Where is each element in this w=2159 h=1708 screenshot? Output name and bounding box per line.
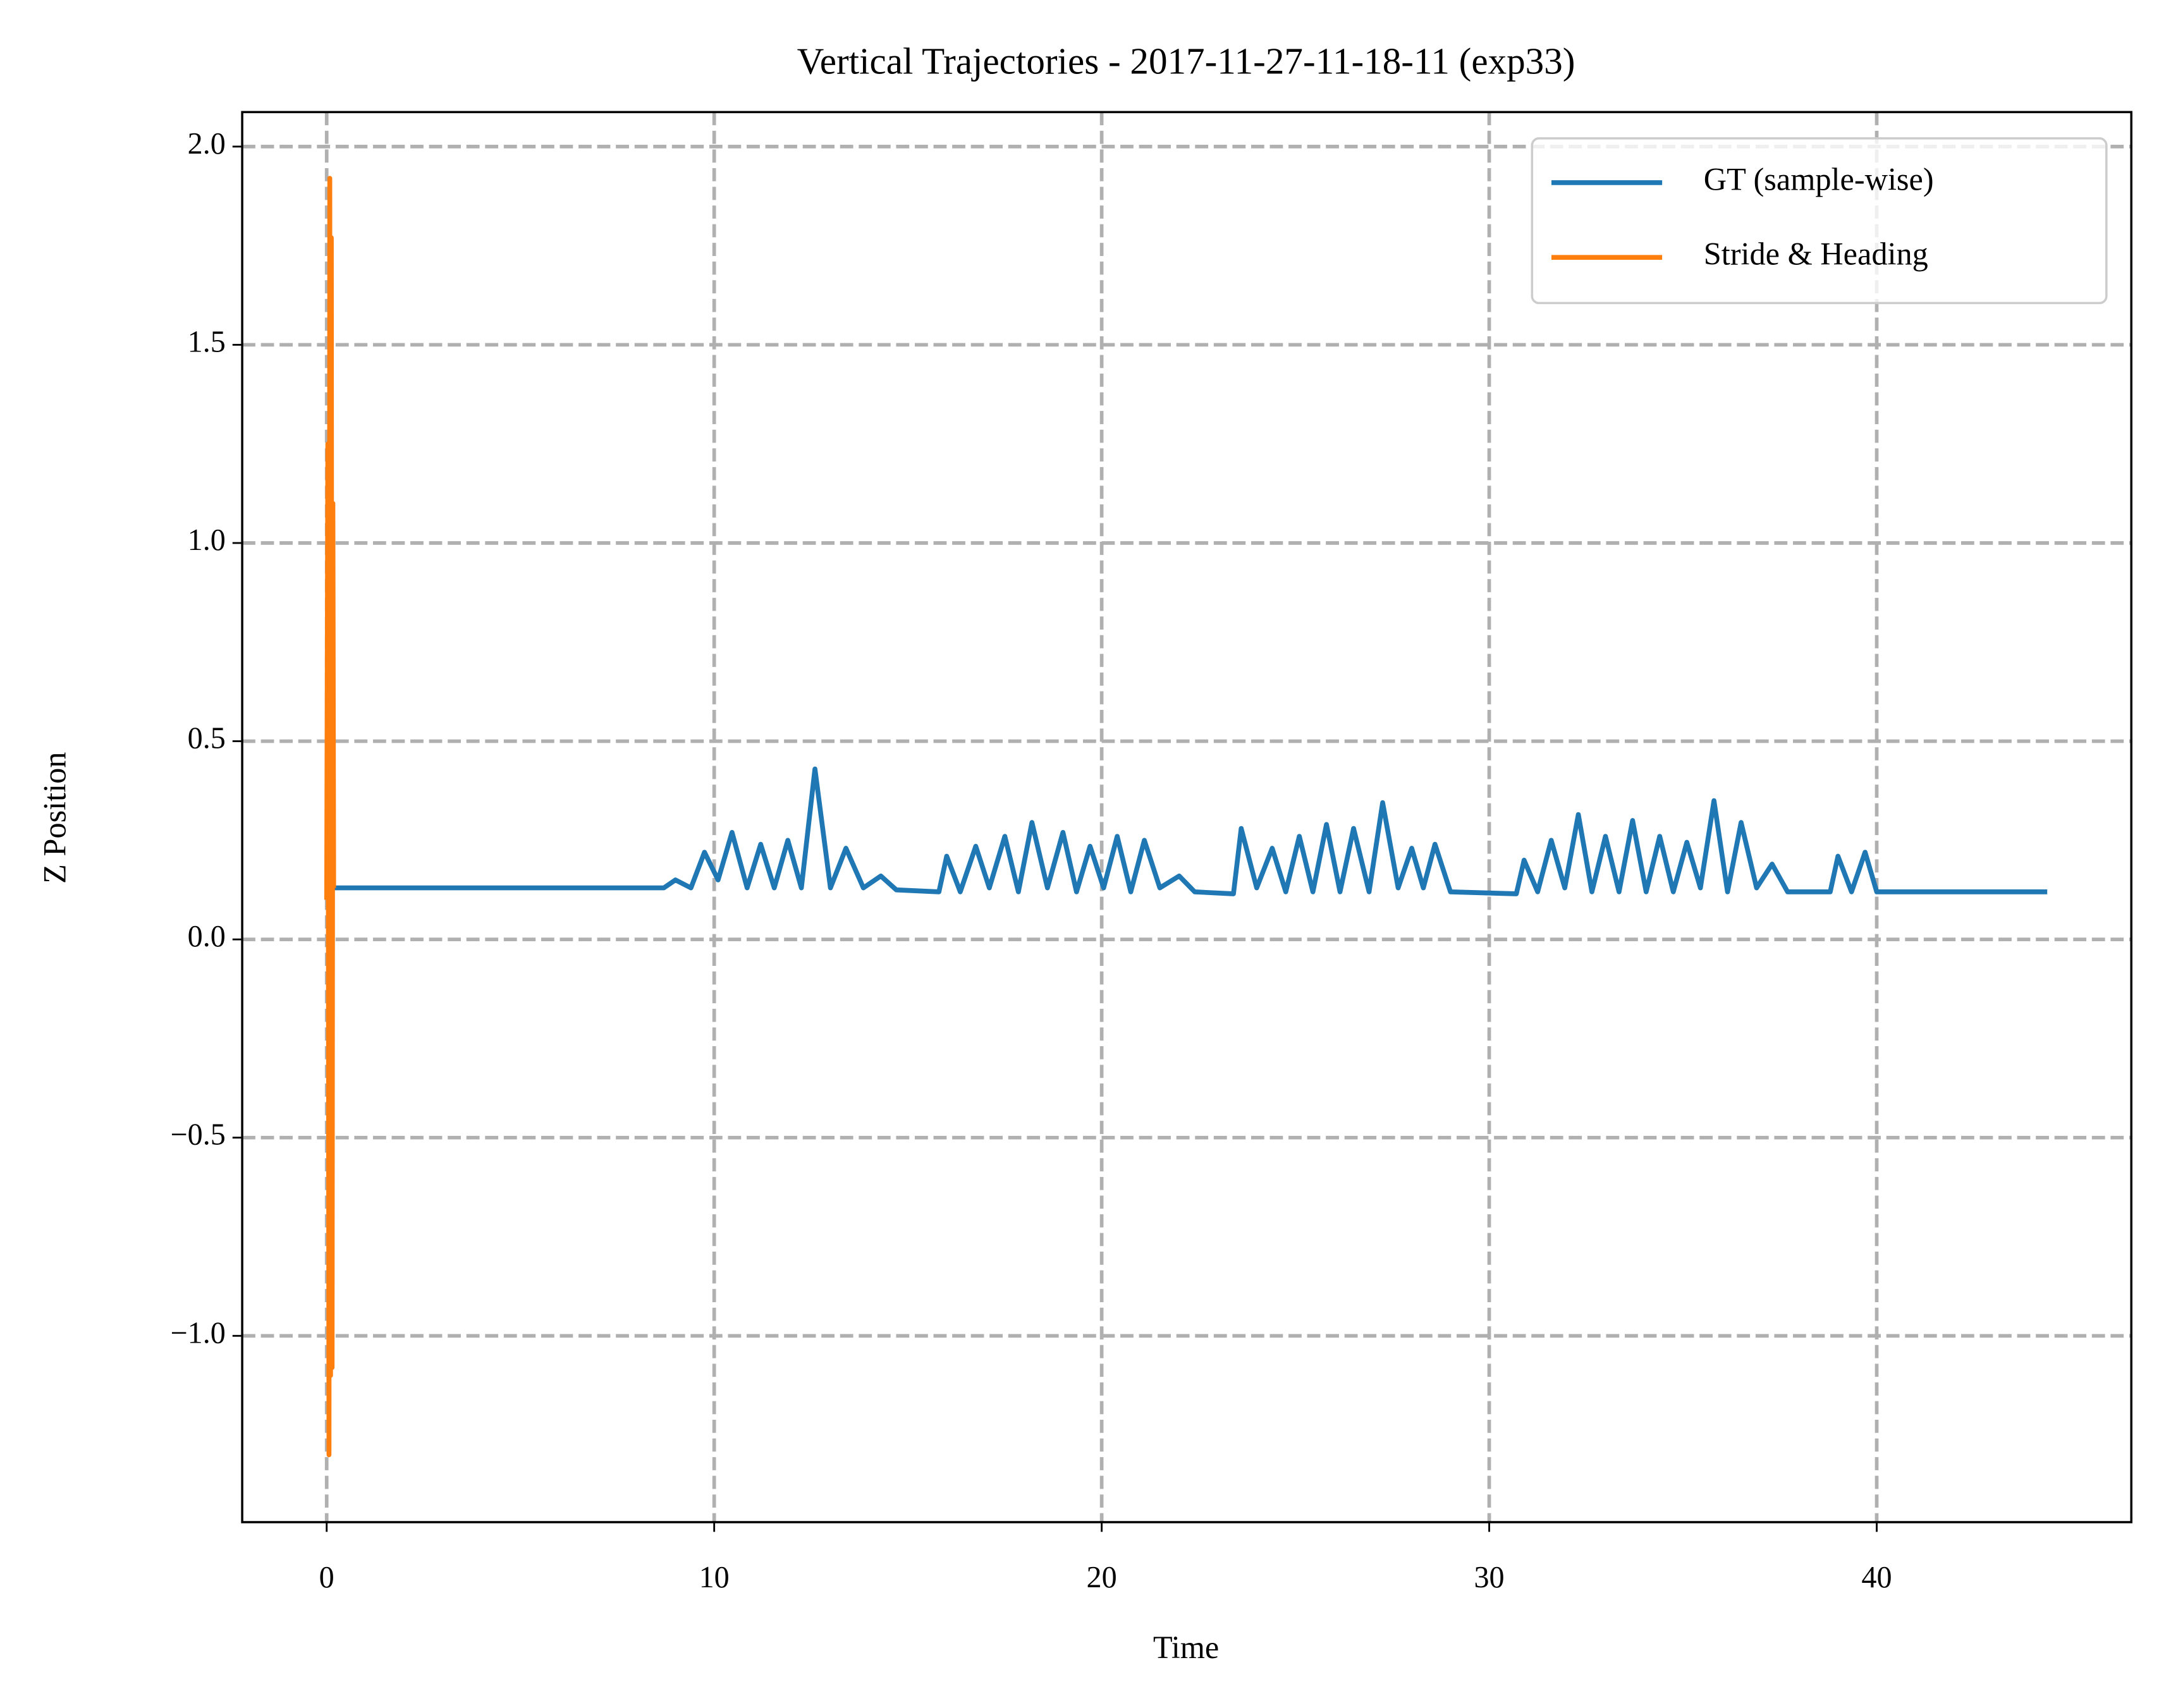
y-tick-label: 1.5	[188, 325, 226, 358]
axes-frame	[241, 111, 2132, 1523]
chart-title: Vertical Trajectories - 2017-11-27-11-18…	[797, 40, 1575, 82]
y-tick-label: −0.5	[170, 1118, 225, 1152]
x-tick-label: 40	[1861, 1561, 1892, 1594]
y-axis-label: Z Position	[37, 752, 72, 884]
x-tick-label: 0	[319, 1561, 334, 1594]
x-tick-label: 10	[699, 1561, 730, 1594]
legend-label: GT (sample-wise)	[1704, 162, 1934, 197]
x-tick-label: 20	[1087, 1561, 1117, 1594]
data-line	[324, 176, 336, 1458]
x-tick-label: 30	[1474, 1561, 1504, 1594]
x-axis-label: Time	[1153, 1630, 1219, 1665]
legend-label: Stride & Heading	[1704, 236, 1928, 272]
data-line	[334, 766, 2048, 896]
y-tick-label: 1.0	[188, 523, 226, 557]
y-tick-label: 0.5	[188, 722, 226, 755]
legend-box	[1531, 137, 2108, 305]
y-tick-label: −1.0	[170, 1316, 225, 1350]
y-tick-label: 0.0	[188, 920, 226, 953]
y-tick-label: 2.0	[188, 127, 226, 161]
